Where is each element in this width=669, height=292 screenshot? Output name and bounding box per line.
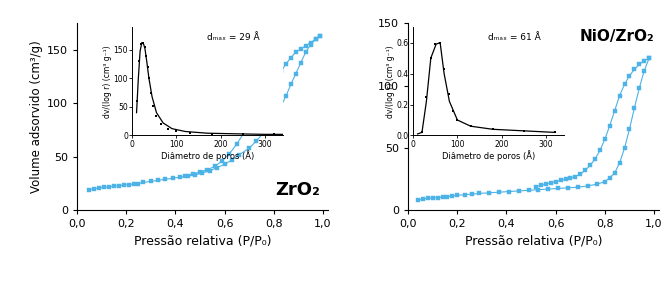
X-axis label: Pressão relativa (P/P₀): Pressão relativa (P/P₀) [134,235,271,248]
Text: ZrO₂: ZrO₂ [276,181,320,199]
Y-axis label: Volume adsorvido (cm³/g): Volume adsorvido (cm³/g) [29,40,43,193]
Text: NiO/ZrO₂: NiO/ZrO₂ [579,29,654,44]
X-axis label: Pressão relativa (P/P₀): Pressão relativa (P/P₀) [465,235,602,248]
